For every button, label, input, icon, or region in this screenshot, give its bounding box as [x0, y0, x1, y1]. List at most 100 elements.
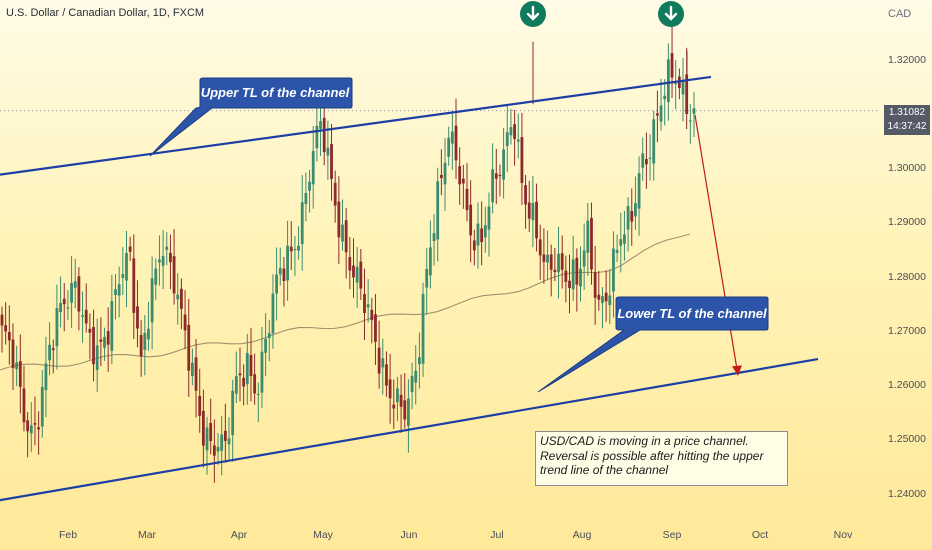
candle-body: [568, 280, 571, 289]
candle-body: [326, 147, 330, 156]
candle-body: [623, 234, 626, 244]
candle-body: [26, 420, 30, 432]
candle-body: [659, 105, 663, 122]
candle-body: [147, 328, 150, 340]
candle-body: [300, 202, 304, 245]
candle-body: [176, 294, 180, 300]
candle-body: [106, 331, 110, 345]
upper-trend-line: [0, 75, 712, 176]
candle-body: [231, 390, 235, 436]
candle-body: [571, 259, 575, 290]
price-tick-label: 1.26000: [888, 379, 926, 392]
candle-body: [352, 265, 355, 278]
candle-body: [450, 131, 454, 144]
candle-body: [692, 108, 696, 114]
candle-body: [158, 259, 161, 263]
candle-body: [337, 201, 341, 238]
lower-trendline-callout[interactable]: Lower TL of the channel: [616, 296, 768, 330]
candle-body: [110, 301, 114, 351]
candle-body: [304, 192, 308, 205]
candle-body: [114, 289, 117, 295]
last-price-tag: 1.31082 14:37:42: [884, 105, 930, 135]
candle-body: [15, 362, 19, 370]
candle-body: [293, 248, 297, 251]
candle-body: [18, 361, 22, 387]
candle-body: [62, 298, 66, 305]
candle-body: [465, 188, 469, 211]
candle-body: [688, 120, 692, 122]
candle-body: [593, 272, 597, 298]
lower-trend-line: [0, 358, 819, 502]
candle-body: [630, 210, 634, 222]
upper-callout-shape: [149, 77, 353, 157]
time-tick-label: Jul: [490, 529, 504, 541]
candle-body: [99, 339, 103, 342]
candle-body: [121, 274, 125, 278]
candle-body: [513, 124, 516, 139]
time-tick-label: Apr: [230, 529, 248, 541]
candle-body: [498, 174, 502, 177]
candle-body: [648, 157, 652, 159]
candle-body: [590, 217, 593, 270]
candle-body: [136, 306, 139, 329]
candle-body: [443, 162, 447, 185]
candle-body: [223, 430, 227, 441]
candle-body: [264, 338, 268, 353]
candle-body: [608, 295, 612, 306]
candle-body: [33, 422, 37, 425]
candle-body: [4, 325, 8, 332]
candle-body: [169, 252, 172, 263]
candle-body: [432, 233, 436, 242]
down-arrow-icon[interactable]: [658, 1, 684, 27]
candle-body: [0, 314, 4, 326]
candle-body: [48, 344, 51, 361]
candle-body: [487, 206, 491, 230]
candle-body: [143, 332, 147, 350]
candle-body: [472, 240, 476, 251]
time-tick-label: Jun: [400, 529, 418, 541]
candle-body: [637, 173, 641, 209]
candle-body: [546, 254, 549, 263]
candle-body: [666, 59, 670, 103]
lower-callout-label: Lower TL of the channel: [617, 305, 767, 321]
candle-body: [341, 224, 344, 242]
candle-body: [425, 268, 429, 288]
candle-body: [55, 308, 59, 347]
candle-body: [234, 376, 238, 394]
candle-body: [553, 269, 557, 273]
candle-body: [154, 268, 158, 285]
candle-body: [538, 239, 542, 256]
time-tick-label: Aug: [572, 529, 592, 541]
price-tick-label: 1.32000: [888, 53, 926, 66]
moving-average: [0, 233, 691, 371]
note-line: trend line of the channel: [540, 463, 669, 477]
candle-body: [575, 257, 579, 285]
candle-body: [77, 276, 81, 312]
candle-body: [370, 309, 374, 321]
analysis-note[interactable]: USD/CAD is moving in a price channel. Re…: [535, 431, 788, 486]
candle-body: [22, 388, 26, 423]
candle-body: [245, 352, 249, 385]
time-tick-label: Sep: [662, 529, 682, 541]
candle-body: [187, 324, 191, 371]
candle-body: [319, 121, 322, 129]
price-tick-label: 1.25000: [888, 433, 926, 446]
down-arrow-icon[interactable]: [520, 1, 546, 27]
candle-body: [363, 293, 366, 314]
candle-body: [670, 53, 674, 78]
candle-body: [128, 246, 132, 252]
candle-body: [458, 166, 462, 185]
candle-body: [220, 434, 224, 451]
candle-body: [11, 339, 15, 369]
candle-body: [344, 220, 348, 253]
candle-body: [436, 181, 440, 240]
candle-body: [619, 239, 623, 246]
candle-body: [542, 254, 546, 262]
time-tick-label: Feb: [58, 529, 78, 541]
candle-body: [410, 375, 414, 393]
upper-trendline-callout[interactable]: Upper TL of the channel: [200, 76, 350, 109]
projection-arrowhead: [732, 365, 742, 376]
candle-body: [40, 386, 44, 427]
candle-body: [161, 256, 165, 266]
